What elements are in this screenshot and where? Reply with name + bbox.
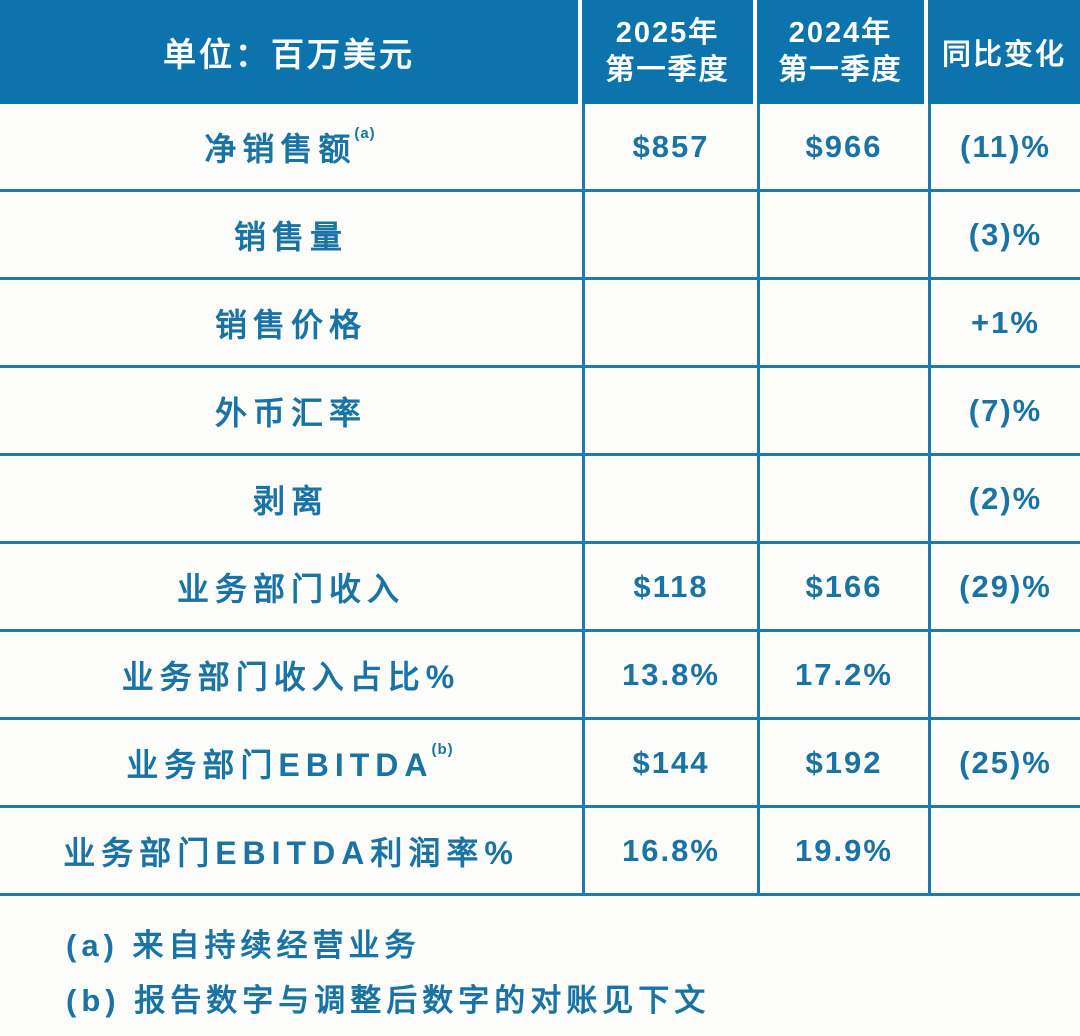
header-q1-2025-line1: 2025年 xyxy=(615,17,720,49)
value-cell-yoy-change: (25)% xyxy=(928,720,1080,805)
row-label-superscript: (a) xyxy=(354,125,376,142)
table-row: 业务部门EBITDA (b) $144 $192 (25)% xyxy=(0,720,1080,808)
row-label-cell: 外币汇率 xyxy=(0,368,582,453)
value-cell-yoy-change: (3)% xyxy=(928,192,1080,277)
value-cell-q1-2025 xyxy=(582,456,757,541)
row-label-cell: 净销售额 (a) xyxy=(0,104,582,189)
value-cell-yoy-change: +1% xyxy=(928,280,1080,365)
table-row: 净销售额 (a) $857 $966 (11)% xyxy=(0,104,1080,192)
value-cell-q1-2024: $192 xyxy=(757,720,928,805)
value-cell-yoy-change xyxy=(928,808,1080,893)
financial-table: 单位：百万美元 2025年 第一季度 2024年 第一季度 同比变化 净销售额(… xyxy=(0,0,1080,896)
row-label: 销售价格 xyxy=(214,306,367,343)
header-q1-2024-line2: 第一季度 xyxy=(778,54,903,86)
value-cell-q1-2025: 13.8% xyxy=(582,632,757,717)
value-cell-q1-2025 xyxy=(582,368,757,453)
row-label: 业务部门收入 xyxy=(176,570,405,607)
row-label-superscript: (b) xyxy=(431,741,454,758)
value-cell-q1-2025: 16.8% xyxy=(582,808,757,893)
table-row: 业务部门EBITDA利润率% 16.8% 19.9% xyxy=(0,808,1080,896)
table-body: 净销售额 (a) $857 $966 (11)% 销售量 (3)% 销售价格 +1… xyxy=(0,104,1080,896)
value-cell-q1-2025: $144 xyxy=(582,720,757,805)
table-header: 单位：百万美元 2025年 第一季度 2024年 第一季度 同比变化 xyxy=(0,0,1080,104)
value-cell-q1-2024: 17.2% xyxy=(757,632,928,717)
row-label: 业务部门EBITDA利润率% xyxy=(63,834,519,871)
value-cell-yoy-change: (2)% xyxy=(928,456,1080,541)
footnotes: (a) 来自持续经营业务 (b) 报告数字与调整后数字的对账见下文 xyxy=(66,918,1080,1028)
value-cell-yoy-change xyxy=(928,632,1080,717)
footnote-b: (b) 报告数字与调整后数字的对账见下文 xyxy=(66,983,711,1018)
value-cell-q1-2025 xyxy=(582,192,757,277)
row-label: 业务部门收入占比% xyxy=(121,658,461,695)
value-cell-q1-2024 xyxy=(757,456,928,541)
table-row: 销售量 (3)% xyxy=(0,192,1080,280)
row-label-cell: 销售量 xyxy=(0,192,582,277)
table-row: 销售价格 +1% xyxy=(0,280,1080,368)
value-cell-q1-2025: $118 xyxy=(582,544,757,629)
table-row: 外币汇率 (7)% xyxy=(0,368,1080,456)
row-label: 业务部门EBITDA xyxy=(126,746,434,783)
footnote-a: (a) 来自持续经营业务 xyxy=(66,928,421,963)
table-row: 业务部门收入 $118 $166 (29)% xyxy=(0,544,1080,632)
table-row: 剥离 (2)% xyxy=(0,456,1080,544)
value-cell-q1-2025: $857 xyxy=(582,104,757,189)
value-cell-q1-2025 xyxy=(582,280,757,365)
row-label-cell: 业务部门EBITDA利润率% xyxy=(0,808,582,893)
value-cell-q1-2024 xyxy=(757,368,928,453)
header-cell-q1-2025: 2025年 第一季度 xyxy=(582,0,757,104)
row-label-cell: 业务部门收入占比% xyxy=(0,632,582,717)
header-cell-yoy-change: 同比变化 xyxy=(941,39,1066,71)
row-label-cell: 业务部门EBITDA (b) xyxy=(0,720,582,805)
row-label-cell: 销售价格 xyxy=(0,280,582,365)
value-cell-yoy-change: (7)% xyxy=(928,368,1080,453)
header-q1-2025-line2: 第一季度 xyxy=(605,54,730,86)
row-label: 净销售额 xyxy=(204,130,357,167)
value-cell-q1-2024: $966 xyxy=(757,104,928,189)
header-q1-2024-line1: 2024年 xyxy=(788,17,893,49)
row-label-cell: 业务部门收入 xyxy=(0,544,582,629)
value-cell-q1-2024 xyxy=(757,192,928,277)
row-label: 外币汇率 xyxy=(214,394,367,431)
value-cell-q1-2024 xyxy=(757,280,928,365)
header-cell-unit: 单位：百万美元 xyxy=(0,0,582,104)
value-cell-yoy-change: (11)% xyxy=(928,104,1080,189)
row-label: 剥离 xyxy=(252,482,329,519)
value-cell-yoy-change: (29)% xyxy=(928,544,1080,629)
value-cell-q1-2024: $166 xyxy=(757,544,928,629)
table-row: 业务部门收入占比% 13.8% 17.2% xyxy=(0,632,1080,720)
row-label: 销售量 xyxy=(233,218,348,255)
row-label-cell: 剥离 xyxy=(0,456,582,541)
header-cell-q1-2024: 2024年 第一季度 xyxy=(757,0,928,104)
value-cell-q1-2024: 19.9% xyxy=(757,808,928,893)
